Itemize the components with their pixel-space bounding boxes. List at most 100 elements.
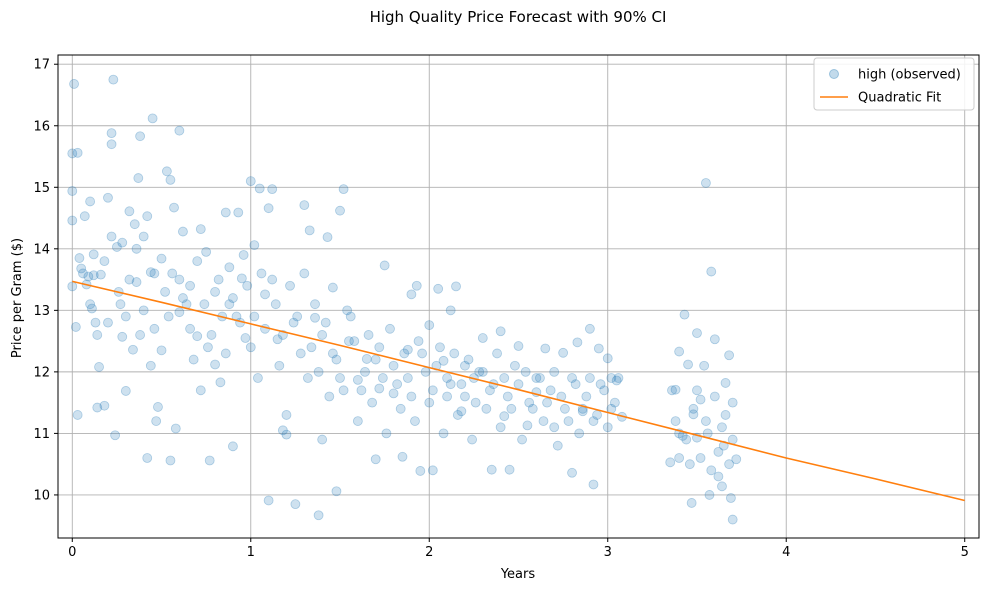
- observed-point: [288, 317, 299, 328]
- observed-point: [106, 139, 117, 150]
- observed-point: [161, 166, 172, 177]
- observed-point: [72, 410, 83, 420]
- observed-point: [142, 453, 153, 463]
- observed-point: [451, 281, 461, 292]
- observed-point: [674, 346, 685, 357]
- observed-point: [106, 231, 117, 242]
- x-axis-label: Years: [500, 567, 536, 582]
- observed-point: [135, 131, 146, 142]
- observed-point: [670, 384, 681, 395]
- observed-point: [192, 331, 203, 342]
- observed-point: [129, 219, 140, 230]
- y-tick-label: 14: [33, 242, 50, 257]
- observed-point: [527, 403, 538, 414]
- observed-point: [427, 385, 438, 396]
- observed-point: [249, 311, 260, 322]
- observed-point: [584, 373, 595, 383]
- observed-point: [684, 459, 695, 470]
- observed-point: [460, 360, 470, 371]
- observed-point: [131, 243, 142, 254]
- observed-point: [240, 333, 251, 343]
- observed-point: [424, 397, 435, 408]
- observed-point: [692, 328, 702, 339]
- observed-point: [145, 360, 156, 371]
- observed-point: [151, 416, 162, 426]
- observed-point: [345, 311, 356, 322]
- legend: high (observed) Quadratic Fit: [813, 57, 975, 111]
- observed-point: [427, 465, 438, 476]
- observed-point: [499, 411, 510, 422]
- observed-point: [701, 416, 711, 426]
- observed-point: [452, 410, 463, 420]
- observed-point: [552, 440, 563, 451]
- observed-point: [67, 215, 78, 226]
- observed-point: [263, 495, 274, 506]
- observed-point: [495, 422, 506, 433]
- observed-point: [331, 486, 342, 497]
- observed-point: [370, 454, 381, 465]
- observed-point: [92, 330, 103, 340]
- observed-point: [335, 205, 345, 216]
- observed-point: [374, 342, 385, 353]
- observed-point: [195, 224, 206, 235]
- observed-point: [713, 471, 724, 482]
- observed-point: [156, 345, 167, 356]
- scatter-points: [67, 74, 742, 525]
- observed-point: [442, 373, 453, 383]
- observed-point: [79, 211, 90, 222]
- observed-point: [593, 343, 604, 354]
- observed-point: [435, 342, 445, 353]
- observed-point: [106, 128, 117, 139]
- observed-point: [313, 366, 324, 377]
- observed-point: [281, 429, 292, 440]
- observed-point: [163, 311, 174, 322]
- y-axis-label: Price per Gram ($): [10, 238, 25, 358]
- observed-point: [560, 403, 570, 414]
- observed-point: [270, 299, 281, 310]
- observed-point: [167, 268, 178, 279]
- fit-line-group: [72, 280, 965, 502]
- observed-point: [213, 274, 224, 285]
- observed-point: [215, 377, 226, 388]
- x-tick-label: 4: [782, 545, 790, 560]
- observed-point: [611, 375, 622, 386]
- observed-point: [463, 354, 474, 365]
- observed-point: [717, 422, 727, 433]
- observed-point: [379, 260, 390, 271]
- observed-point: [302, 373, 313, 383]
- observed-point: [438, 428, 449, 439]
- observed-point: [567, 373, 577, 383]
- observed-point: [410, 416, 420, 426]
- observed-point: [363, 330, 374, 340]
- observed-point: [147, 113, 158, 124]
- observed-point: [165, 455, 176, 466]
- observed-point: [90, 317, 101, 328]
- observed-point: [92, 402, 103, 413]
- observed-point: [392, 379, 403, 390]
- observed-point: [495, 326, 506, 337]
- observed-point: [99, 256, 110, 267]
- observed-point: [69, 79, 79, 89]
- observed-point: [709, 391, 720, 402]
- observed-point: [220, 348, 231, 359]
- observed-point: [399, 348, 410, 359]
- observed-point: [242, 280, 253, 291]
- observed-point: [131, 277, 142, 287]
- observed-point: [549, 366, 560, 377]
- observed-point: [310, 299, 320, 310]
- observed-point: [281, 410, 292, 420]
- observed-point: [595, 379, 606, 390]
- x-tick-label: 3: [604, 545, 612, 560]
- observed-point: [87, 303, 97, 314]
- observed-point: [374, 383, 385, 394]
- observed-point: [120, 311, 131, 322]
- legend-box: [813, 57, 975, 111]
- observed-point: [306, 342, 317, 353]
- observed-point: [352, 374, 363, 385]
- observed-point: [263, 203, 274, 214]
- observed-point: [388, 388, 399, 399]
- observed-point: [588, 479, 599, 490]
- observed-point: [115, 299, 126, 310]
- observed-point: [228, 293, 238, 303]
- observed-point: [692, 385, 702, 396]
